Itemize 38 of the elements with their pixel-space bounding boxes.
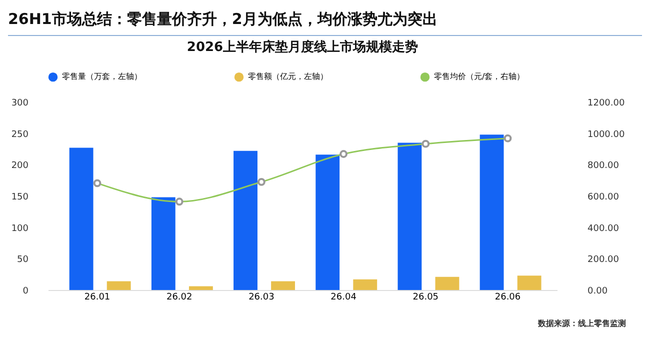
y-tick-label: 100	[11, 224, 29, 234]
y2-tick-label: 1200.00	[588, 98, 625, 108]
y-tick-label: 50	[17, 255, 29, 266]
bar	[353, 279, 378, 290]
y2-tick-label: 1000.00	[588, 130, 625, 140]
y2-tick-label: 0.00	[588, 286, 608, 296]
y2-tick-label: 800.00	[588, 161, 620, 172]
bar	[480, 134, 504, 290]
bar	[188, 286, 213, 290]
source-note: 数据来源：线上零售监测	[538, 318, 626, 329]
y-tick-label: 300	[11, 98, 29, 108]
chart-subtitle: 2026上半年床垫月度线上市场规模走势	[186, 39, 418, 55]
y2-tick-label: 400.00	[588, 224, 620, 234]
y2-tick-label: 600.00	[588, 192, 620, 202]
bar	[151, 197, 176, 290]
bar	[398, 142, 422, 290]
legend-label: 零售量（万套，左轴）	[62, 72, 142, 82]
bar	[435, 276, 460, 290]
y-tick-label: 250	[11, 130, 29, 140]
legend-label: 零售额（亿元，左轴）	[248, 72, 328, 82]
x-tick-label: 26.05	[412, 292, 439, 302]
bar	[517, 276, 542, 290]
bar	[106, 281, 131, 290]
bar	[316, 154, 340, 290]
legend-label: 零售均价（元/套，右轴）	[434, 72, 525, 82]
bar	[271, 281, 295, 290]
x-tick-label: 26.04	[330, 292, 357, 302]
x-tick-label: 26.06	[494, 292, 521, 302]
bar	[69, 148, 94, 290]
x-tick-label: 26.01	[84, 292, 110, 302]
bar	[234, 150, 258, 290]
y-tick-label: 0	[22, 286, 29, 296]
y2-tick-label: 200.00	[588, 255, 620, 266]
chart-title: 26H1市场总结：零售量价齐升，2月为低点，均价涨势尤为突出	[7, 9, 438, 30]
y-tick-label: 150	[11, 192, 29, 202]
x-tick-label: 26.03	[248, 292, 274, 302]
y-tick-label: 200	[11, 161, 29, 172]
x-tick-label: 26.02	[166, 292, 192, 302]
